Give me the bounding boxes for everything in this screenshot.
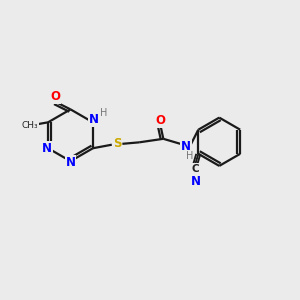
Text: N: N — [190, 175, 200, 188]
Text: S: S — [113, 137, 121, 150]
Text: O: O — [50, 91, 60, 103]
Text: H: H — [185, 151, 193, 160]
Text: N: N — [42, 142, 52, 155]
Text: CH₃: CH₃ — [22, 121, 38, 130]
Text: N: N — [65, 156, 76, 169]
Text: N: N — [88, 113, 98, 127]
Text: H: H — [100, 108, 107, 118]
Text: O: O — [155, 114, 165, 127]
Text: N: N — [181, 140, 191, 153]
Text: C: C — [192, 164, 199, 173]
